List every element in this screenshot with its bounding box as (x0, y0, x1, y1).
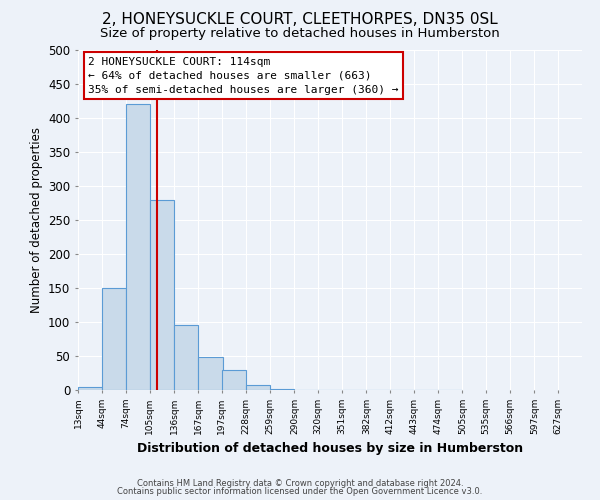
Text: Contains public sector information licensed under the Open Government Licence v3: Contains public sector information licen… (118, 487, 482, 496)
X-axis label: Distribution of detached houses by size in Humberston: Distribution of detached houses by size … (137, 442, 523, 456)
Bar (270, 388, 295, 390)
Text: 2, HONEYSUCKLE COURT, CLEETHORPES, DN35 0SL: 2, HONEYSUCKLE COURT, CLEETHORPES, DN35 … (102, 12, 498, 28)
Y-axis label: Number of detached properties: Number of detached properties (29, 127, 43, 313)
Text: 2 HONEYSUCKLE COURT: 114sqm
← 64% of detached houses are smaller (663)
35% of se: 2 HONEYSUCKLE COURT: 114sqm ← 64% of det… (88, 57, 398, 95)
Bar (125, 104, 150, 390)
Bar (150, 200, 174, 390)
Text: Contains HM Land Registry data © Crown copyright and database right 2024.: Contains HM Land Registry data © Crown c… (137, 478, 463, 488)
Text: Size of property relative to detached houses in Humberston: Size of property relative to detached ho… (100, 28, 500, 40)
Bar (174, 326, 199, 390)
Bar (102, 288, 127, 390)
Bar (199, 358, 223, 390)
Bar (246, 384, 270, 390)
Bar (222, 370, 246, 390)
Bar (78, 386, 102, 390)
